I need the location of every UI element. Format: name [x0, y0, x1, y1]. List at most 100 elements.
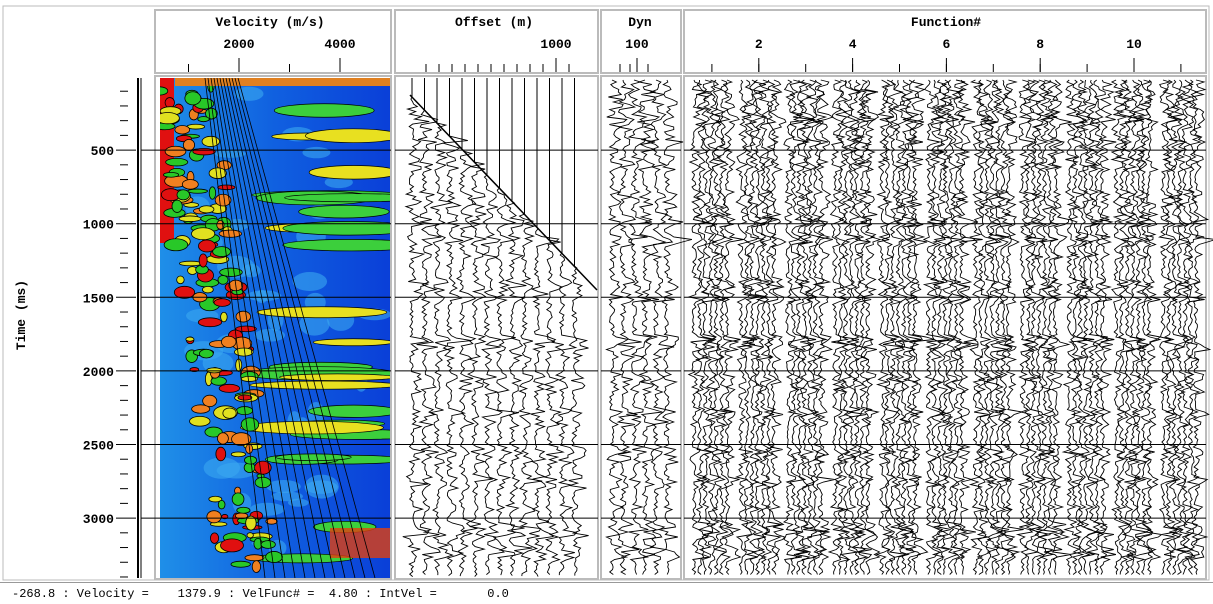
- semblance-peak: [199, 348, 214, 359]
- semblance-streak: [275, 453, 352, 461]
- y-tick-label: 1500: [83, 291, 114, 306]
- semblance-peak: [230, 560, 251, 568]
- wiggle-trace: [402, 96, 430, 577]
- semblance-peak: [208, 167, 227, 179]
- wiggle-trace: [416, 109, 442, 575]
- wiggle-trace: [742, 79, 767, 575]
- wiggle-trace: [980, 79, 1003, 575]
- wiggle-trace: [658, 79, 693, 575]
- semblance-streak: [282, 221, 390, 236]
- wiggle-trace: [922, 79, 950, 575]
- semblance-peak: [176, 189, 190, 201]
- wiggle-trace: [480, 174, 505, 575]
- wiggle-trace: [768, 79, 787, 575]
- semblance-peak: [164, 97, 175, 109]
- semblance-peak: [231, 432, 252, 446]
- nmo-curve: [222, 78, 326, 578]
- semblance-peak: [181, 179, 199, 190]
- status-bar: -268.8 : Velocity = 1379.9 : VelFunc# = …: [0, 582, 1213, 604]
- semblance-peak: [160, 86, 169, 96]
- semblance-peak: [254, 460, 272, 475]
- wiggle-trace: [1042, 79, 1066, 575]
- wiggle-trace: [693, 80, 717, 575]
- wiggle-trace: [1036, 79, 1059, 575]
- wiggle-trace: [456, 148, 479, 577]
- wiggle-trace: [994, 79, 1016, 575]
- semblance-streak: [284, 193, 390, 203]
- wiggle-trace: [797, 79, 819, 575]
- wiggle-trace: [1047, 79, 1072, 575]
- semblance-peak: [220, 538, 244, 553]
- function-header: [683, 9, 1207, 74]
- wiggle-trace: [637, 79, 667, 575]
- semblance-peak: [244, 554, 265, 562]
- semblance-peak: [192, 147, 216, 156]
- semblance-peak: [202, 394, 218, 408]
- semblance-peak: [165, 158, 189, 167]
- wiggle-trace: [626, 79, 653, 575]
- semblance-peak: [217, 499, 226, 510]
- wiggle-trace: [861, 79, 882, 575]
- x-tick-label: 8: [1036, 37, 1044, 52]
- semblance-peak: [251, 560, 262, 573]
- y-tick-label: 2000: [83, 365, 114, 380]
- x-tick-label: 1000: [540, 37, 571, 52]
- nmo-curve: [231, 78, 356, 578]
- wiggle-trace: [715, 79, 741, 575]
- semblance-streak: [305, 128, 390, 144]
- semblance-peak: [185, 336, 195, 342]
- wiggle-trace: [504, 200, 533, 576]
- velocity-header: [154, 9, 392, 74]
- wiggle-trace: [740, 79, 766, 575]
- wiggle-trace: [1168, 79, 1190, 575]
- wiggle-trace: [734, 79, 758, 575]
- semblance-peak: [198, 239, 216, 253]
- semblance-peak: [236, 506, 251, 514]
- wiggle-trace: [750, 79, 771, 575]
- wiggle-trace: [568, 265, 589, 576]
- x-tick-label: 2: [755, 37, 763, 52]
- nmo-curve: [228, 78, 346, 578]
- wiggle-trace: [761, 79, 782, 575]
- semblance-peak: [197, 317, 223, 328]
- wiggle-trace: [1095, 79, 1117, 575]
- nmo-curve: [213, 78, 296, 578]
- wiggle-trace: [851, 79, 876, 575]
- wiggle-trace: [875, 79, 898, 575]
- semblance-streak: [256, 306, 388, 319]
- wiggle-trace: [908, 79, 935, 575]
- function-title: Function#: [911, 15, 981, 30]
- nmo-curve: [204, 78, 266, 578]
- wiggle-trace: [1178, 79, 1201, 575]
- wiggle-trace: [687, 79, 714, 575]
- semblance-contours: [160, 78, 390, 578]
- y-tick-label: 1000: [83, 218, 114, 233]
- semblance-peak: [260, 540, 276, 549]
- nmo-curve: [237, 78, 376, 578]
- semblance-peak: [205, 107, 218, 120]
- wiggle-trace: [467, 161, 493, 577]
- wiggle-trace: [879, 79, 904, 575]
- semblance-peak: [163, 238, 189, 252]
- semblance-peak: [213, 298, 231, 307]
- semblance-peak: [217, 432, 229, 445]
- nmo-curve: [234, 78, 366, 578]
- wiggle-trace: [1022, 79, 1043, 575]
- wiggle-trace: [1114, 79, 1136, 575]
- wiggle-trace: [1061, 79, 1089, 575]
- semblance-peak: [235, 325, 257, 333]
- wiggle-trace: [968, 79, 990, 575]
- semblance-peak: [206, 367, 223, 374]
- semblance-peak: [210, 376, 227, 386]
- wiggle-trace: [428, 122, 455, 576]
- wiggle-trace: [643, 79, 675, 575]
- semblance-peak: [215, 446, 227, 462]
- semblance-peak: [160, 112, 180, 125]
- semblance-peak: [191, 227, 216, 241]
- wiggle-trace: [1085, 79, 1108, 575]
- wiggle-trace: [1162, 79, 1186, 575]
- wiggle-trace: [985, 79, 1012, 575]
- wiggle-trace: [1003, 79, 1024, 575]
- semblance-top: [175, 78, 390, 86]
- offset-panel: [394, 75, 599, 580]
